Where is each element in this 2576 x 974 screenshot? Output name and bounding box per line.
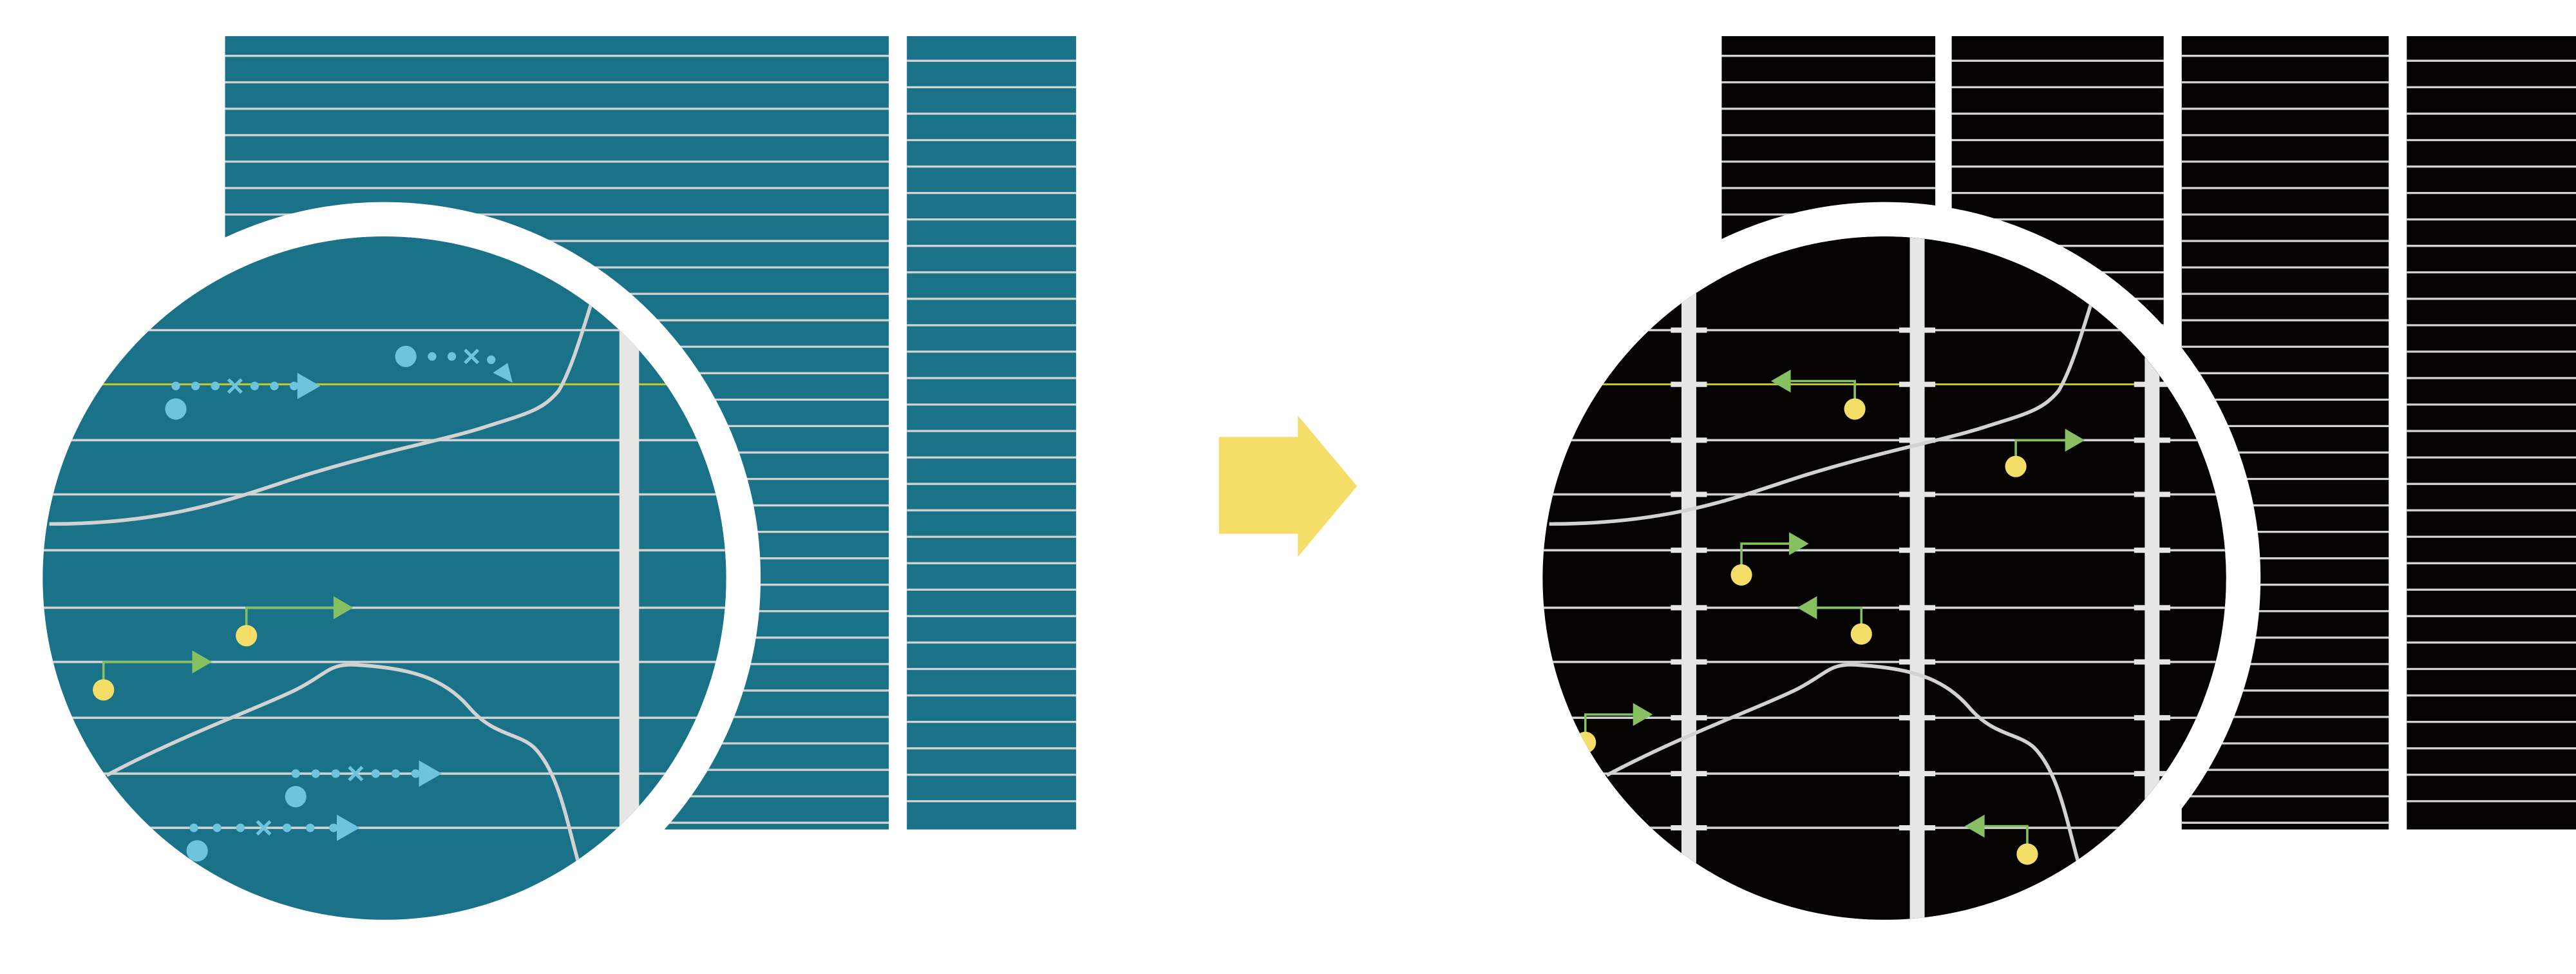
dot-mark — [487, 355, 496, 365]
before-magnifier-ring — [8, 202, 761, 955]
tick-mark — [2134, 381, 2170, 387]
cross-mark — [227, 378, 243, 394]
tick-mark — [1671, 492, 1707, 497]
dot-mark — [289, 381, 299, 390]
dot-mark — [191, 381, 200, 390]
dot-mark — [189, 823, 198, 832]
green-arrow-icon — [192, 650, 213, 674]
dot-mark — [211, 381, 220, 390]
dotted-arrow-icon — [493, 363, 513, 383]
panel-column — [2407, 36, 2576, 830]
dot-mark — [236, 823, 245, 832]
trajectory-curve — [106, 663, 580, 863]
tick-mark — [2134, 548, 2170, 553]
tick-mark — [1671, 381, 1707, 387]
cross-mark — [256, 820, 272, 836]
tick-mark — [1671, 548, 1707, 553]
tick-mark — [2134, 492, 2170, 497]
tick-mark — [1899, 381, 1936, 387]
green-arrow-icon — [333, 596, 354, 620]
column-divider — [2145, 236, 2160, 920]
column-divider — [1681, 236, 1696, 920]
dotted-arrow-icon — [419, 760, 442, 787]
tick-mark — [1899, 492, 1936, 497]
dot-mark — [270, 381, 279, 390]
tick-mark — [1671, 825, 1707, 831]
tick-mark — [2134, 605, 2170, 611]
tick-mark — [1899, 770, 1936, 777]
yellow-dot — [1730, 564, 1752, 586]
yellow-dot — [1850, 623, 1872, 645]
yellow-dot — [2005, 455, 2027, 477]
yellow-dot — [236, 625, 258, 647]
blue-dot — [165, 398, 187, 420]
tick-mark — [1671, 770, 1707, 777]
column-divider — [619, 236, 639, 920]
tick-mark — [1899, 659, 1936, 665]
tick-mark — [1899, 825, 1936, 831]
dot-mark — [282, 823, 292, 832]
dotted-arrow-icon — [336, 814, 360, 841]
green-arrow-icon — [2065, 428, 2085, 452]
panel-column — [907, 36, 1076, 830]
tick-mark — [1899, 605, 1936, 611]
tick-mark — [1671, 437, 1707, 443]
dot-mark — [371, 769, 380, 778]
green-arrow-icon — [1797, 596, 1817, 620]
tick-mark — [1899, 715, 1936, 721]
dot-mark — [447, 352, 457, 361]
tick-mark — [2134, 659, 2170, 665]
tick-mark — [1899, 327, 1936, 333]
green-arrow-icon — [1633, 703, 1653, 726]
trajectory-curve — [1549, 292, 2097, 526]
yellow-dot — [93, 679, 115, 701]
green-arrow-icon — [1965, 814, 1985, 838]
tick-mark — [1671, 715, 1707, 721]
dot-mark — [311, 769, 320, 778]
blue-dot — [395, 345, 417, 367]
dot-mark — [411, 769, 421, 778]
tick-mark — [1671, 605, 1707, 611]
dot-mark — [331, 769, 340, 778]
tick-mark — [1899, 437, 1936, 443]
dot-mark — [428, 352, 437, 361]
dot-mark — [329, 823, 338, 832]
dot-mark — [306, 823, 315, 832]
magnifier-background — [1542, 236, 2226, 920]
cross-mark — [348, 765, 364, 781]
after-magnifier — [1542, 236, 2226, 920]
tick-mark — [1671, 659, 1707, 665]
dot-mark — [291, 769, 300, 778]
after-magnifier-ring — [1508, 202, 2261, 955]
tick-mark — [2134, 770, 2170, 777]
trajectory-curve — [1605, 663, 2080, 863]
yellow-dot — [2016, 843, 2038, 865]
cross-mark — [464, 349, 480, 365]
dot-mark — [171, 381, 180, 390]
dot-mark — [213, 823, 222, 832]
blue-dot — [186, 840, 208, 862]
tick-mark — [1671, 327, 1707, 333]
tick-mark — [2134, 715, 2170, 721]
right-arrow-icon — [1218, 415, 1358, 557]
before-magnifier — [43, 236, 726, 920]
dot-mark — [391, 769, 401, 778]
green-arrow-icon — [1771, 369, 1791, 393]
dotted-arrow-icon — [297, 372, 321, 399]
tick-mark — [1899, 548, 1936, 553]
dot-mark — [250, 381, 260, 390]
trajectory-curve — [49, 292, 597, 526]
tick-mark — [2134, 437, 2170, 443]
magnifier-background — [43, 236, 726, 920]
green-arrow-icon — [1789, 532, 1809, 555]
column-divider — [1909, 236, 1925, 920]
blue-dot — [285, 786, 307, 808]
yellow-dot — [1844, 398, 1866, 420]
